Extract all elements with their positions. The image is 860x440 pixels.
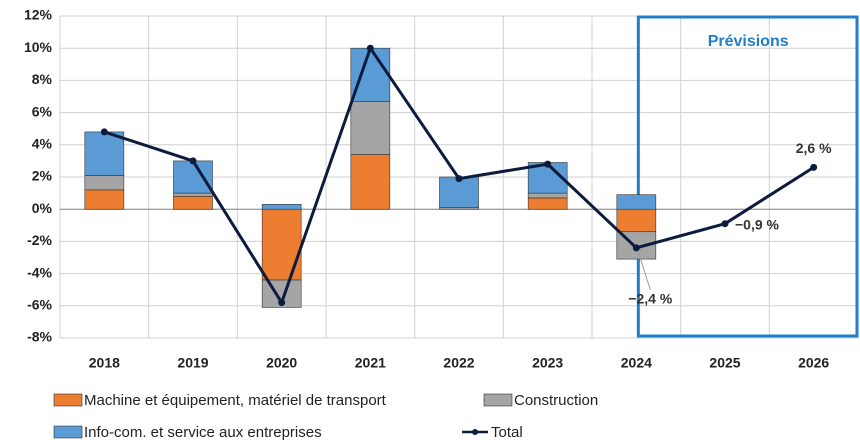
bar <box>173 196 213 210</box>
legend-label: Machine et équipement, matériel de trans… <box>84 392 387 409</box>
legend-swatch <box>53 425 83 439</box>
bar <box>350 101 391 155</box>
total-point <box>632 244 640 252</box>
forecast-box <box>636 15 859 338</box>
y-tick-label: 10% <box>24 39 53 55</box>
bar <box>173 160 213 194</box>
y-tick-label: -4% <box>27 264 52 280</box>
total-point <box>100 128 108 136</box>
forecast-label: Prévisions <box>708 33 789 50</box>
y-tick-label: 0% <box>32 200 53 216</box>
bar <box>84 131 125 176</box>
x-tick-label: 2023 <box>532 355 563 371</box>
x-tick-label: 2025 <box>709 355 740 371</box>
legend-swatch <box>53 393 83 407</box>
leader-line <box>637 251 651 290</box>
total-point <box>278 299 286 307</box>
x-tick-label: 2021 <box>355 355 386 371</box>
total-point <box>721 220 729 228</box>
y-tick-label: 2% <box>32 168 53 184</box>
data-label: −0,9 % <box>735 216 780 232</box>
bar <box>84 175 125 191</box>
legend-label: Construction <box>514 392 598 409</box>
y-tick-label: 4% <box>32 136 53 152</box>
x-tick-label: 2022 <box>443 355 474 371</box>
data-label: 2,6 % <box>796 140 832 156</box>
bar <box>616 194 657 210</box>
total-point <box>189 157 197 165</box>
bar <box>616 208 657 233</box>
y-tick-label: -8% <box>27 329 52 345</box>
x-tick-label: 2020 <box>266 355 297 371</box>
y-tick-label: -2% <box>27 232 52 248</box>
total-point <box>810 163 818 171</box>
legend-swatch <box>483 393 513 407</box>
bar <box>173 192 213 197</box>
y-tick-label: 12% <box>24 7 53 23</box>
x-tick-label: 2018 <box>89 355 120 371</box>
bar <box>527 197 568 210</box>
legend-swatch <box>472 429 478 435</box>
x-tick-label: 2019 <box>177 355 208 371</box>
y-tick-label: 6% <box>32 103 53 119</box>
legend-label: Total <box>491 424 523 440</box>
total-point <box>455 175 463 183</box>
x-tick-label: 2026 <box>798 355 829 371</box>
data-label: −2,4 % <box>628 291 673 307</box>
total-point <box>366 44 374 52</box>
bar <box>261 208 302 281</box>
legend-label: Info-com. et service aux entreprises <box>84 424 322 440</box>
total-point <box>544 160 552 168</box>
bar <box>350 154 391 210</box>
bar <box>84 189 125 210</box>
bar <box>527 192 568 199</box>
y-tick-label: 8% <box>32 71 53 87</box>
bar <box>350 47 391 102</box>
bar <box>261 204 302 210</box>
y-tick-label: -6% <box>27 297 52 313</box>
x-tick-label: 2024 <box>621 355 652 371</box>
